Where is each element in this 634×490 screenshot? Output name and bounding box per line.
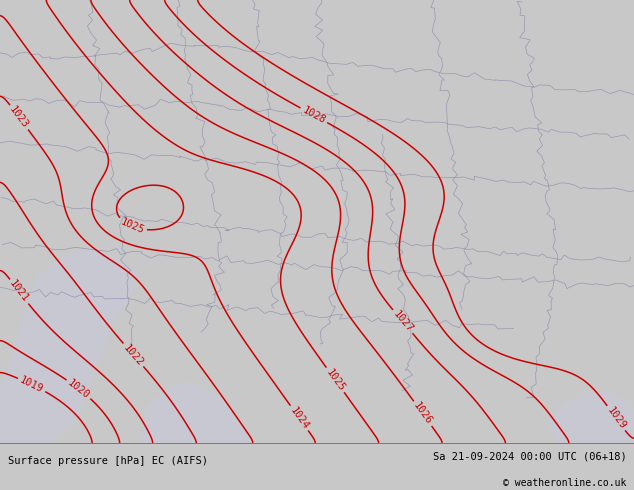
Text: 1021: 1021 [8, 279, 30, 305]
Text: 1019: 1019 [18, 375, 45, 394]
Text: Sa 21-09-2024 00:00 UTC (06+18): Sa 21-09-2024 00:00 UTC (06+18) [432, 451, 626, 461]
Text: 1023: 1023 [8, 104, 30, 130]
Text: 1024: 1024 [288, 405, 311, 431]
Text: 1027: 1027 [391, 309, 415, 334]
Text: 1020: 1020 [66, 377, 92, 400]
Text: 1025: 1025 [324, 367, 347, 393]
Polygon shape [0, 248, 139, 443]
Text: 1029: 1029 [605, 405, 628, 431]
Polygon shape [139, 381, 254, 443]
Polygon shape [545, 390, 634, 443]
Text: Surface pressure [hPa] EC (AIFS): Surface pressure [hPa] EC (AIFS) [8, 456, 207, 466]
Text: 1022: 1022 [122, 343, 145, 368]
Text: 1025: 1025 [119, 217, 146, 236]
Text: 1026: 1026 [411, 401, 434, 427]
Text: 1028: 1028 [301, 105, 327, 125]
Text: © weatheronline.co.uk: © weatheronline.co.uk [503, 478, 626, 488]
